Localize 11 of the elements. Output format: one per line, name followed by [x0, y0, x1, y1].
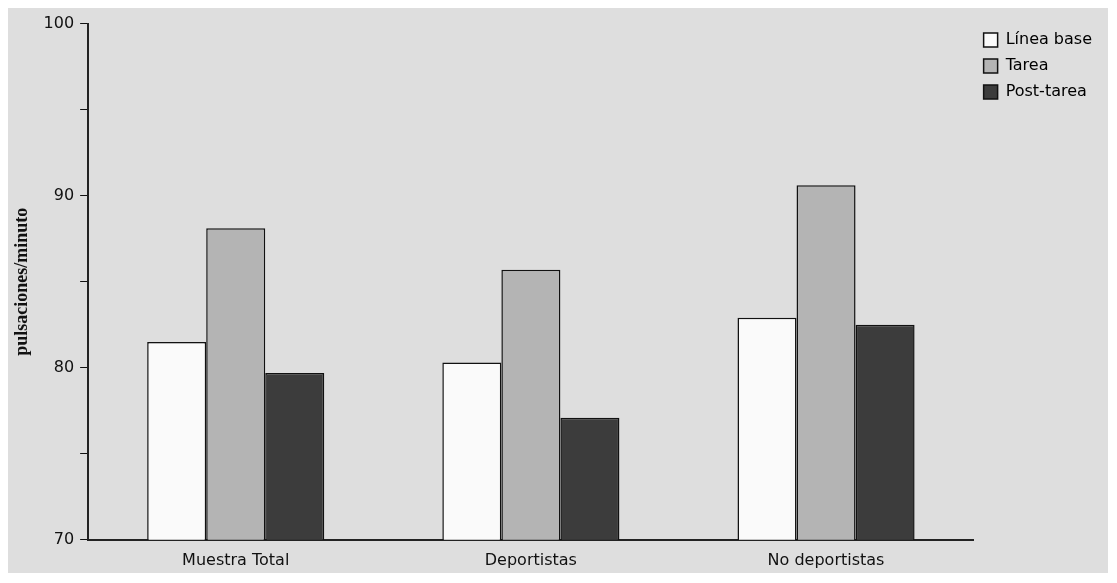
- x-tick-label: Deportistas: [484, 549, 577, 569]
- y-tick-label: 70: [53, 528, 75, 548]
- x-tick-label: Muestra Total: [182, 549, 290, 569]
- legend-label: Post-tarea: [1005, 81, 1087, 101]
- y-tick-label: 80: [53, 356, 75, 376]
- y-axis-title: pulsaciones/minuto: [11, 207, 32, 356]
- legend-label: Línea base: [1005, 29, 1092, 49]
- legend-label: Tarea: [1004, 55, 1049, 75]
- x-tick-label: No deportistas: [767, 549, 885, 569]
- y-tick-label: 100: [43, 12, 75, 32]
- y-tick-label: 90: [53, 184, 75, 204]
